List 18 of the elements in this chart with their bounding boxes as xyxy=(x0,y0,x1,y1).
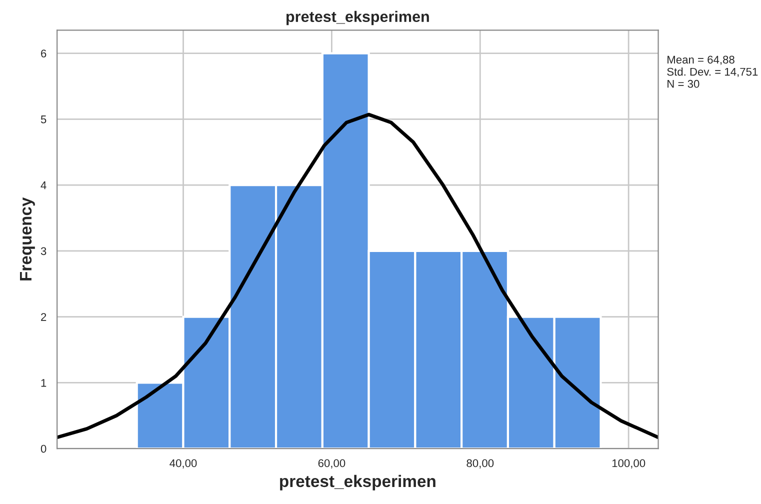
x-tick-label: 40,00 xyxy=(170,459,197,468)
y-axis-title: Frequency xyxy=(20,197,35,280)
y-tick-label: 2 xyxy=(41,313,46,321)
x-tick-label: 100,00 xyxy=(612,459,646,468)
y-tick-label: 6 xyxy=(41,50,46,58)
text: N = 30 xyxy=(668,80,700,88)
text: Std. Dev. = 14,751 xyxy=(667,68,758,78)
x-tick-label: 80,00 xyxy=(466,459,494,468)
x-tick-label: 60,00 xyxy=(318,459,346,468)
text: Mean = 64,88 xyxy=(668,56,734,65)
x-axis-title: pretest_eksperimen xyxy=(280,474,436,490)
y-tick-label: 4 xyxy=(40,181,46,190)
line-series xyxy=(57,112,658,440)
y-tick-label: 1 xyxy=(41,379,46,387)
y-tick-label: 0 xyxy=(40,444,46,453)
y-tick-label: 3 xyxy=(40,247,46,256)
chart-title: pretest_eksperimen xyxy=(286,10,429,26)
y-tick-label: 5 xyxy=(40,116,46,124)
